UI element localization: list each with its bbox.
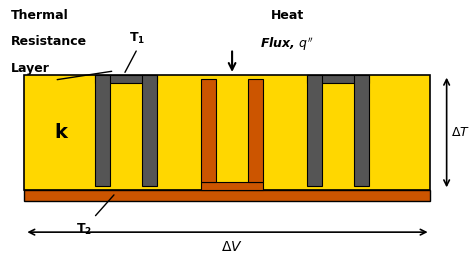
Text: $\mathbf{T_2}$: $\mathbf{T_2}$ (76, 222, 92, 237)
Text: Layer: Layer (10, 62, 49, 75)
Text: Thermal: Thermal (10, 9, 68, 22)
Bar (95, 75, 157, 83)
Text: $\mathbf{T_1}$: $\mathbf{T_1}$ (129, 31, 146, 46)
Bar (201, 182, 263, 190)
Bar (25, 75, 430, 190)
Text: Resistance: Resistance (10, 36, 87, 48)
Bar (95, 75, 110, 186)
Bar (355, 75, 369, 186)
Bar (307, 75, 322, 186)
Bar (201, 79, 216, 182)
Text: Heat: Heat (271, 9, 304, 22)
Bar (25, 190, 430, 201)
Bar (307, 75, 369, 83)
Text: $\Delta T$: $\Delta T$ (451, 126, 470, 139)
Text: Flux, $q''$: Flux, $q''$ (260, 36, 315, 53)
Bar (248, 79, 263, 182)
Text: $\Delta V$: $\Delta V$ (221, 240, 243, 254)
Bar (142, 75, 157, 186)
Text: $\mathbf{k}$: $\mathbf{k}$ (54, 123, 69, 142)
